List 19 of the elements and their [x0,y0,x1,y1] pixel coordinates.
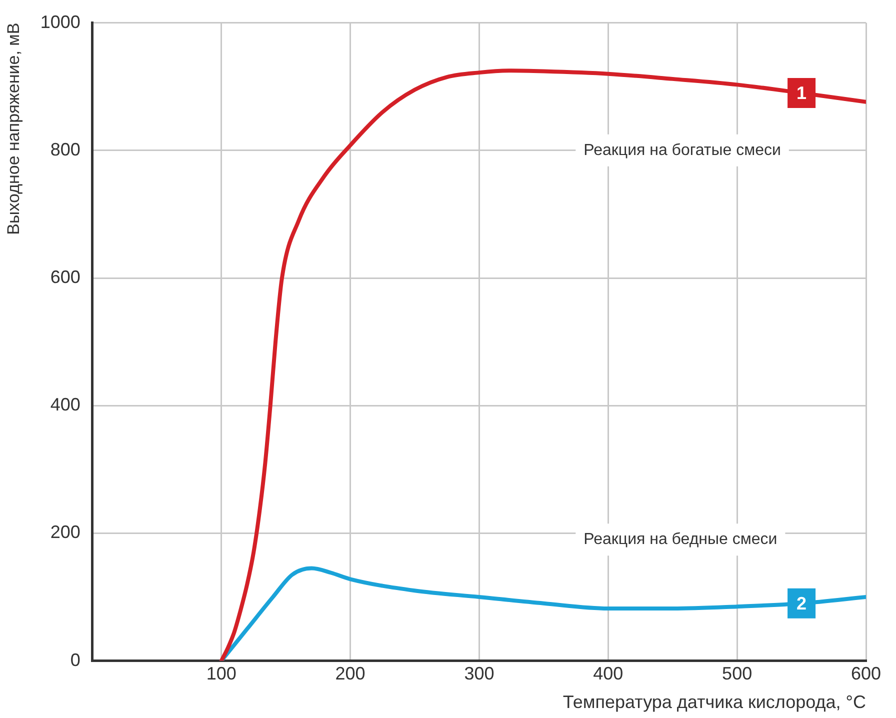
y-tick-label: 0 [70,650,80,670]
x-tick-label: 600 [850,664,882,684]
x-tick-label: 100 [206,664,236,684]
series-label: 2 [796,593,807,614]
y-tick-label: 1000 [40,12,80,32]
y-tick-label: 600 [50,266,80,287]
annotation: Реакция на богатые смеси [584,142,781,159]
y-axis-title: Выходное напряжение, мВ [4,22,23,235]
x-tick-label: 200 [335,664,366,684]
y-tick-label: 400 [50,394,80,415]
y-tick-label: 200 [50,522,80,542]
line-series [219,68,866,661]
y-tick-label: 800 [50,139,80,160]
x-tick-label: 500 [722,664,752,684]
x-axis-title: Температура датчика кислорода, °C [562,692,866,712]
series-label: 1 [796,82,807,103]
annotation: Реакция на бедные смеси [584,530,778,548]
x-tick-label: 300 [464,664,494,684]
x-tick-label: 400 [593,664,624,684]
